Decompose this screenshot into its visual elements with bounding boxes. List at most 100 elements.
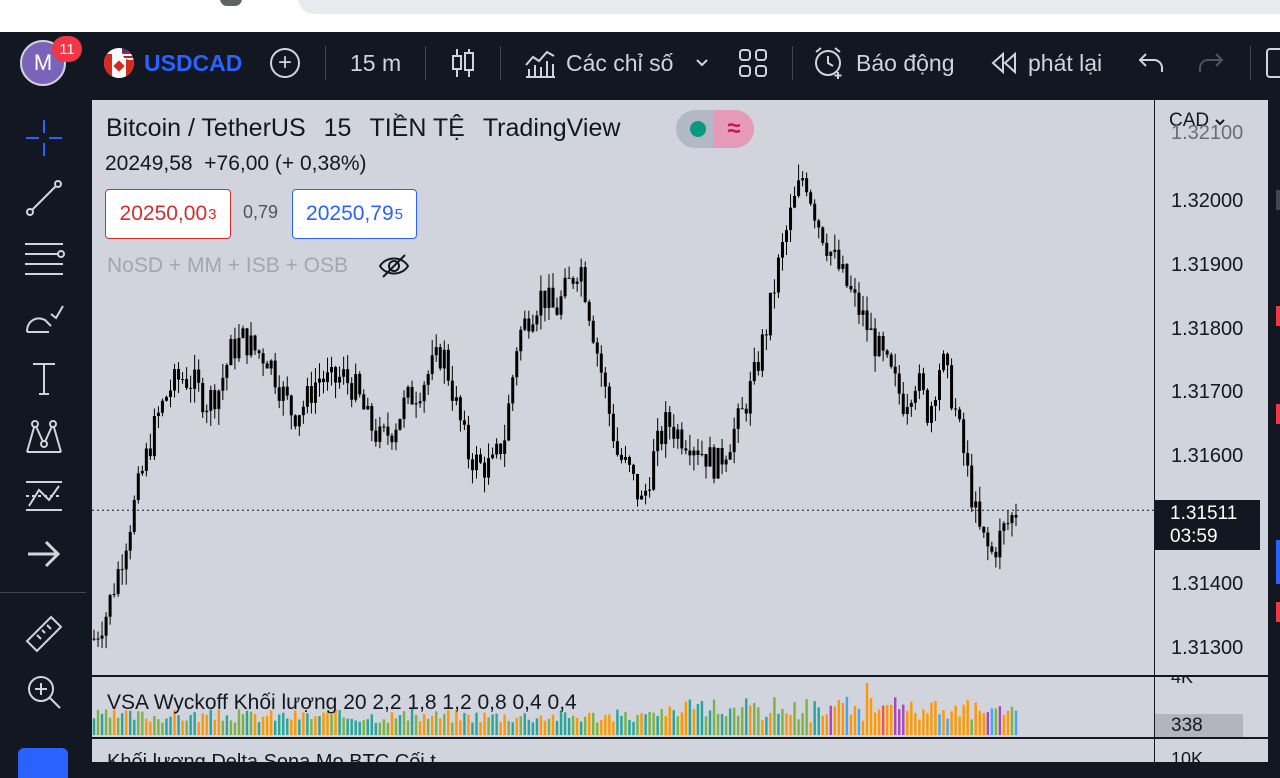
delta-volume-pane[interactable]: Khối lượng Delta Sona Mo BTC Cối t bbox=[92, 739, 1154, 762]
candle bbox=[317, 363, 321, 397]
crosshair-icon bbox=[26, 120, 62, 156]
volume-bar bbox=[604, 715, 607, 735]
candle bbox=[128, 525, 132, 560]
redo-button[interactable] bbox=[1198, 32, 1224, 94]
prediction-tool[interactable] bbox=[22, 474, 66, 518]
sidebar-active-button[interactable] bbox=[18, 748, 68, 778]
volume-bar bbox=[998, 706, 1002, 735]
candle bbox=[933, 396, 937, 422]
candle bbox=[132, 495, 136, 535]
volume-bar bbox=[745, 698, 748, 735]
address-bar[interactable] bbox=[298, 0, 1280, 14]
axis-tick-partial: 1.32100 bbox=[1171, 122, 1244, 144]
delta-volume-axis[interactable]: 10K bbox=[1154, 739, 1268, 762]
volume-bar bbox=[233, 722, 237, 735]
toolbar-divider bbox=[500, 46, 501, 80]
candle bbox=[780, 233, 784, 271]
pattern-tool[interactable] bbox=[22, 416, 66, 460]
volume-bar bbox=[535, 718, 539, 735]
arrow-tool[interactable] bbox=[22, 532, 66, 576]
market-status-pill[interactable]: ≈ bbox=[676, 110, 754, 148]
more-button[interactable] bbox=[1266, 32, 1280, 94]
candle bbox=[1010, 512, 1014, 537]
volume-legend[interactable]: VSA Wyckoff Khối lượng 20 2,2 1,8 1,2 0,… bbox=[107, 691, 577, 714]
crosshair-tool[interactable] bbox=[22, 116, 66, 160]
trend-line-tool[interactable] bbox=[22, 176, 66, 220]
eye-off-icon[interactable] bbox=[378, 250, 410, 282]
volume-bar bbox=[286, 718, 289, 735]
compare-button[interactable]: + bbox=[270, 32, 300, 94]
volume-bar bbox=[100, 713, 104, 735]
volume-bar bbox=[841, 702, 845, 735]
volume-bar bbox=[636, 714, 639, 735]
interval-selector[interactable]: 15 m bbox=[350, 32, 401, 94]
zoom-tool[interactable] bbox=[22, 670, 66, 714]
pane-separator[interactable] bbox=[92, 737, 1268, 739]
candle bbox=[96, 631, 100, 648]
current-price: 1.31511 bbox=[1170, 503, 1238, 524]
volume-bar bbox=[873, 712, 877, 735]
volume-bar bbox=[443, 713, 446, 735]
indicators-button[interactable]: Các chỉ số bbox=[524, 32, 709, 94]
candle bbox=[921, 367, 925, 395]
volume-bar bbox=[624, 711, 627, 735]
candle bbox=[160, 398, 164, 417]
candle bbox=[954, 398, 958, 417]
axis-tick: 1.31300 bbox=[1171, 637, 1244, 659]
candlestick-series[interactable] bbox=[92, 100, 1154, 675]
volume-bar bbox=[467, 714, 470, 735]
indicator-legend[interactable]: NoSD + MM + ISB + OSB bbox=[107, 254, 348, 277]
delta-volume-legend[interactable]: Khối lượng Delta Sona Mo BTC Cối t bbox=[107, 751, 436, 762]
fib-tool[interactable] bbox=[22, 236, 66, 280]
volume-bar bbox=[974, 702, 977, 735]
price-axis[interactable]: CAD 1.32100 1.32000 1.31900 1.31800 1.31… bbox=[1154, 100, 1268, 675]
volume-bar bbox=[736, 715, 740, 735]
candle bbox=[942, 350, 946, 373]
volume-axis[interactable]: 4K 338 bbox=[1154, 677, 1268, 737]
volume-bar bbox=[422, 713, 426, 735]
text-icon bbox=[33, 363, 55, 395]
currency-selector[interactable]: CAD bbox=[1169, 110, 1226, 132]
price-change: 20249,58 +76,00 (+ 0,38%) bbox=[105, 152, 367, 175]
volume-bar bbox=[910, 701, 913, 735]
price-chart[interactable]: Bitcoin / TetherUS 15 TIỀN TỆ TradingView ≈… bbox=[92, 100, 1154, 675]
candle bbox=[982, 526, 986, 539]
volume-axis-top: 4K bbox=[1171, 677, 1194, 687]
candle bbox=[418, 392, 422, 408]
candle bbox=[108, 593, 112, 625]
candle bbox=[809, 189, 813, 207]
undo-icon bbox=[1138, 53, 1163, 72]
candle bbox=[152, 408, 156, 460]
edge-marker bbox=[1276, 404, 1280, 424]
volume-bar bbox=[567, 718, 571, 735]
undo-button[interactable] bbox=[1138, 32, 1164, 94]
chart-type-button[interactable] bbox=[450, 32, 476, 94]
candle bbox=[599, 345, 603, 387]
alert-button[interactable]: Báo động bbox=[812, 32, 954, 94]
candle bbox=[189, 375, 193, 403]
text-tool[interactable] bbox=[22, 356, 66, 400]
volume-pane[interactable]: VSA Wyckoff Khối lượng 20 2,2 1,8 1,2 0,… bbox=[92, 677, 1154, 737]
ruler-tool[interactable] bbox=[22, 612, 66, 656]
candle bbox=[499, 442, 503, 460]
volume-bar bbox=[539, 715, 543, 735]
candle bbox=[805, 172, 809, 197]
pane-separator[interactable] bbox=[92, 675, 1268, 677]
layout-button[interactable] bbox=[738, 32, 768, 94]
brush-tool[interactable] bbox=[22, 296, 66, 340]
sell-button[interactable]: 20250,00 3 bbox=[105, 189, 231, 239]
candle bbox=[736, 403, 740, 443]
volume-bar bbox=[447, 710, 450, 735]
volume-bar bbox=[527, 719, 531, 735]
replay-button[interactable]: phát lại bbox=[990, 32, 1102, 94]
volume-bar bbox=[294, 710, 297, 735]
symbol-selector[interactable]: USDCAD bbox=[104, 32, 242, 94]
volume-bar bbox=[857, 708, 861, 735]
candle bbox=[313, 368, 317, 414]
volume-bar bbox=[741, 707, 744, 735]
candle bbox=[917, 364, 921, 400]
legend-source: TradingView bbox=[482, 114, 621, 142]
buy-button[interactable]: 20250,79 5 bbox=[292, 189, 417, 239]
panel-icon bbox=[1266, 48, 1280, 78]
volume-bar bbox=[559, 710, 563, 735]
